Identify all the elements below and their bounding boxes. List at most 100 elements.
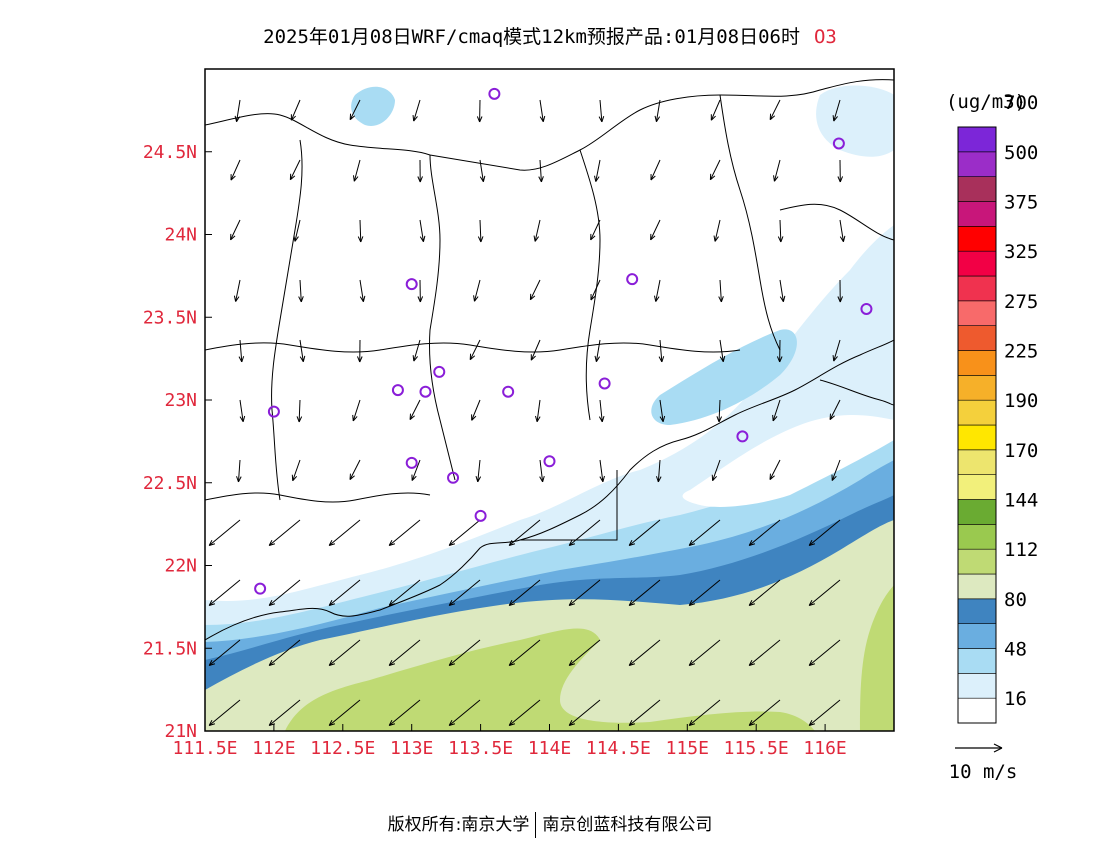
wind-vector (230, 159, 241, 181)
wind-vector (534, 219, 541, 242)
x-tick-label: 112.5E (310, 738, 375, 759)
wind-vector (839, 219, 844, 242)
wind-vector-head (357, 236, 364, 243)
wind-vector-head (659, 415, 666, 423)
wind-vector-head (837, 296, 843, 303)
wind-vector-head (777, 236, 784, 243)
colorbar-segment (957, 275, 997, 302)
colorbar-segment (957, 176, 997, 202)
wind-vector-head (654, 115, 661, 122)
boundary-line (205, 339, 894, 641)
wind-vector (208, 639, 241, 666)
wind-vector-head (475, 476, 482, 483)
wind-vector-head (808, 539, 816, 546)
wind-vector-head (716, 416, 723, 423)
station-marker (502, 385, 515, 398)
wind-vector (650, 219, 661, 241)
wind-vector-head (628, 719, 636, 726)
wind-vector-head (650, 233, 656, 241)
wind-vector-head (808, 599, 816, 606)
wind-vector (808, 579, 841, 606)
y-tick-label: 24N (164, 225, 197, 246)
wind-vector-head (388, 719, 396, 726)
station-markers (254, 87, 873, 595)
colorbar-label: 144 (1004, 490, 1038, 512)
clean-air-region (682, 415, 894, 507)
wind-vector (628, 579, 661, 606)
wind-vector-head (328, 659, 336, 666)
wind-vector-head (594, 175, 600, 182)
wind-vector-head (349, 113, 356, 121)
wind-vector (530, 339, 541, 361)
colorbar-segment (957, 524, 997, 550)
y-tick-label: 22N (164, 556, 197, 577)
wind-vector-head (471, 414, 477, 421)
wind-vector (539, 99, 544, 122)
wind-vector (539, 159, 542, 182)
wind-vector-head (208, 659, 216, 666)
wind-vector-head (719, 355, 726, 363)
wind-vector (353, 159, 361, 182)
wind-vector-head (508, 719, 516, 726)
wind-vector (748, 519, 781, 546)
title-main: 2025年01月08日WRF/cmaq模式12km预报产品:01月08日06时 (263, 26, 800, 48)
concentration-band (351, 86, 395, 126)
wind-vector-head (388, 539, 396, 546)
wind-vector (388, 579, 421, 606)
wind-vector-head (748, 599, 756, 606)
wind-vector (448, 699, 481, 726)
wind-vector (268, 699, 301, 726)
colorbar-label: 500 (1004, 142, 1038, 164)
concentration-band (651, 329, 797, 425)
wind-vector-head (837, 176, 844, 183)
colorbar-segment (957, 623, 997, 649)
colorbar-label: 190 (1004, 390, 1038, 412)
wind-vector-head (650, 174, 656, 181)
wind-vector (688, 699, 721, 726)
title-species: O3 (813, 26, 837, 48)
wind-vector-head (268, 539, 276, 546)
wind-vector-head (530, 354, 536, 361)
wind-vector-head (448, 599, 456, 606)
wind-vector-head (296, 416, 303, 423)
wind-vector-head (772, 414, 778, 422)
wind-vector-head (594, 355, 601, 362)
wind-vector (769, 99, 781, 120)
wind-vector-head (832, 355, 838, 362)
wind-legend: 10 m/s (949, 743, 1017, 783)
wind-vector-head (299, 355, 306, 363)
wind-vector-head (713, 235, 719, 242)
wind-vector (328, 519, 361, 546)
wind-vector (688, 639, 721, 666)
wind-vector-head (508, 599, 516, 606)
wind-vector (359, 219, 362, 243)
x-tick-label: 112E (252, 738, 295, 759)
wind-vector (413, 339, 421, 362)
wind-vector (829, 399, 841, 420)
wind-vector-head (473, 295, 479, 302)
y-tick-label: 21.5N (143, 638, 197, 659)
concentration-band (285, 628, 815, 731)
wind-vector-head (628, 599, 636, 606)
wind-vector-head (533, 235, 540, 242)
colorbar-segment (957, 424, 997, 451)
colorbar-label: 80 (1004, 589, 1027, 611)
footer-left: 版权所有:南京大学 (387, 815, 530, 835)
wind-vector-head (773, 175, 779, 182)
boundary-line (779, 203, 894, 241)
wind-vector-head (710, 114, 716, 121)
wind-vector (237, 459, 241, 482)
wind-vector (299, 279, 302, 302)
station-marker (254, 582, 267, 595)
wind-vector (388, 699, 421, 726)
wind-vector (328, 699, 361, 726)
wind-vector (688, 579, 721, 606)
colorbar-segment (957, 250, 997, 277)
x-tick-label: 115E (666, 738, 709, 759)
wind-vector (299, 339, 304, 362)
wind-vector-head (688, 659, 696, 666)
wind-vector-head (654, 295, 660, 302)
y-tick-label: 24.5N (143, 142, 197, 163)
footer-separator (535, 812, 537, 838)
wind-vector-head (357, 356, 363, 363)
